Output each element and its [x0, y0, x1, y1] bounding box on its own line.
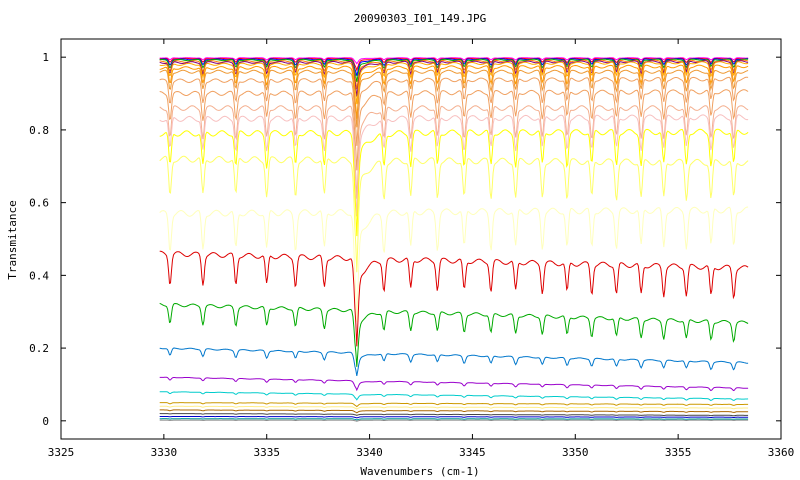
x-tick-label: 3340 — [356, 446, 383, 459]
x-ticks: 3325 3330 3335 3340 3345 3350 3355 3360 — [48, 39, 795, 459]
y-ticks: 0 0.2 0.4 0.6 0.8 1 — [29, 51, 781, 428]
series-line — [159, 61, 749, 105]
series-line — [159, 128, 749, 237]
series-line — [159, 402, 749, 408]
y-tick-label: 0.8 — [29, 124, 49, 137]
series-line — [159, 416, 749, 419]
y-tick-label: 1 — [42, 51, 49, 64]
series-line — [159, 58, 749, 76]
y-tick-label: 0.4 — [29, 269, 49, 282]
series-line — [159, 418, 749, 421]
plot-frame — [60, 38, 782, 440]
series-line — [159, 413, 749, 417]
series-line — [159, 419, 749, 422]
x-tick-label: 3345 — [459, 446, 486, 459]
y-tick-label: 0 — [42, 415, 49, 428]
y-tick-label: 0.2 — [29, 342, 49, 355]
series-line — [159, 347, 749, 376]
series-line — [159, 376, 749, 392]
x-tick-label: 3355 — [665, 446, 692, 459]
chart-title: 20090303_I01_149.JPG — [354, 12, 486, 25]
series-line — [159, 302, 749, 367]
series-line — [159, 405, 749, 410]
series-line — [159, 57, 749, 72]
series-line — [159, 114, 749, 217]
series-line — [159, 89, 749, 171]
series-line — [159, 76, 749, 146]
x-axis-label: Wavenumbers (cm-1) — [360, 465, 479, 478]
x-tick-label: 3325 — [48, 446, 75, 459]
series-line — [159, 64, 749, 119]
series-line — [159, 155, 749, 273]
x-tick-label: 3330 — [151, 446, 178, 459]
x-tick-label: 3360 — [768, 446, 795, 459]
series-line — [159, 60, 749, 97]
series-line — [159, 206, 749, 323]
x-tick-label: 3350 — [562, 446, 589, 459]
series-line — [159, 57, 749, 65]
series-line — [159, 58, 749, 82]
y-axis-label: Transmitance — [6, 200, 19, 279]
series-group — [159, 57, 749, 422]
series-line — [159, 409, 749, 414]
series-line — [159, 69, 749, 128]
series-line — [159, 250, 749, 347]
series-line — [159, 105, 749, 199]
series-line — [159, 391, 749, 401]
x-tick-label: 3335 — [253, 446, 280, 459]
y-tick-label: 0.6 — [29, 197, 49, 210]
